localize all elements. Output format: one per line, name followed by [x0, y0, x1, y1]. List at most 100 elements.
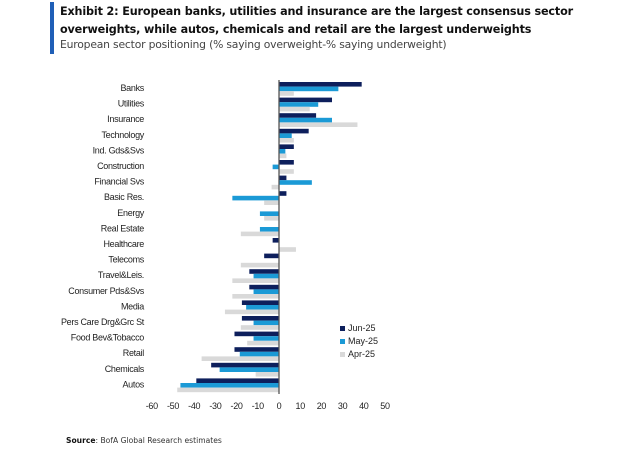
- legend-swatch-apr-25: [340, 352, 345, 357]
- bar-chemicals-apr-25: [255, 372, 279, 377]
- x-tick-label: 30: [338, 401, 348, 411]
- x-tick-label: -60: [146, 401, 158, 411]
- bar-telecoms-jun-25: [264, 253, 279, 259]
- category-label-ind-gds-svs: Ind. Gds&Svs: [93, 145, 145, 155]
- bar-basic-res-apr-25: [264, 200, 279, 205]
- category-label-technology: Technology: [101, 130, 144, 140]
- bar-food-bev-tobacco-apr-25: [247, 340, 279, 346]
- bar-utilities-apr-25: [279, 106, 310, 112]
- legend: Jun-25 May-25 Apr-25: [340, 323, 378, 359]
- bar-banks-apr-25: [279, 91, 294, 96]
- bar-ind-gds-svs-apr-25: [279, 153, 287, 159]
- bar-real-estate-apr-25: [240, 231, 279, 237]
- x-tick-label: -20: [231, 401, 243, 411]
- bar-food-bev-tobacco-may-25: [253, 336, 279, 341]
- category-label-healthcare: Healthcare: [103, 239, 144, 249]
- bar-financial-svs-jun-25: [279, 175, 287, 181]
- bar-consumer-pds-svs-may-25: [253, 289, 279, 294]
- bars: [177, 82, 362, 393]
- bar-energy-may-25: [259, 211, 279, 216]
- bar-construction-may-25: [272, 164, 279, 170]
- bar-technology-may-25: [279, 133, 292, 138]
- category-label-banks: Banks: [120, 83, 144, 93]
- legend-swatch-may-25: [340, 339, 345, 344]
- bar-media-may-25: [246, 305, 279, 310]
- exhibit-title: Exhibit 2: European banks, utilities and…: [60, 5, 573, 36]
- category-label-retail: Retail: [123, 348, 145, 358]
- source-label: Source: [66, 436, 96, 445]
- bar-energy-apr-25: [264, 216, 279, 221]
- bar-consumer-pds-svs-jun-25: [249, 284, 279, 290]
- x-tick-label: -50: [167, 401, 179, 411]
- bar-pers-care-drg-grc-st-apr-25: [240, 325, 279, 330]
- legend-label-apr-25: Apr-25: [348, 349, 375, 359]
- category-label-energy: Energy: [117, 208, 145, 218]
- bar-media-apr-25: [224, 309, 279, 315]
- bar-basic-res-may-25: [232, 195, 279, 201]
- bar-retail-may-25: [239, 351, 279, 357]
- category-label-autos: Autos: [122, 379, 144, 389]
- legend-swatch-jun-25: [340, 326, 345, 331]
- bar-travel-leis-apr-25: [232, 278, 279, 283]
- bar-healthcare-jun-25: [272, 238, 279, 243]
- source-text: : BofA Global Research estimates: [95, 436, 222, 445]
- bar-technology-apr-25: [279, 138, 294, 143]
- category-label-travel-leis: Travel&Leis.: [98, 270, 144, 280]
- bar-ind-gds-svs-may-25: [279, 149, 286, 154]
- bar-pers-care-drg-grc-st-may-25: [253, 320, 279, 326]
- x-tick-label: 10: [295, 401, 305, 411]
- bar-basic-res-jun-25: [279, 191, 287, 196]
- bar-travel-leis-jun-25: [249, 269, 279, 274]
- bar-chemicals-jun-25: [211, 362, 279, 368]
- bar-real-estate-may-25: [259, 227, 279, 232]
- x-tick-label: -30: [209, 401, 221, 411]
- category-label-basic-res: Basic Res.: [104, 192, 144, 202]
- legend-label-jun-25: Jun-25: [348, 323, 376, 333]
- bar-technology-jun-25: [279, 128, 309, 134]
- bar-financial-svs-may-25: [279, 180, 312, 185]
- bar-healthcare-apr-25: [279, 247, 296, 252]
- category-label-media: Media: [121, 301, 144, 311]
- category-label-chemicals: Chemicals: [105, 364, 145, 374]
- bar-insurance-may-25: [279, 117, 332, 123]
- category-label-utilities: Utilities: [118, 99, 145, 109]
- x-axis: -60 -50 -40 -30 -20 -10 0 10 20 30 40 50: [146, 80, 390, 411]
- x-tick-label: 0: [277, 401, 282, 411]
- bar-autos-jun-25: [196, 378, 279, 383]
- bar-retail-jun-25: [234, 347, 279, 352]
- bar-utilities-may-25: [279, 102, 319, 107]
- bar-insurance-jun-25: [279, 113, 317, 118]
- bar-media-jun-25: [241, 300, 279, 305]
- bar-financial-svs-apr-25: [271, 184, 279, 190]
- category-label-insurance: Insurance: [107, 114, 144, 124]
- x-tick-label: 50: [380, 401, 390, 411]
- bar-travel-leis-may-25: [253, 273, 279, 279]
- bar-chemicals-may-25: [219, 367, 279, 372]
- bar-construction-jun-25: [279, 160, 294, 165]
- bar-utilities-jun-25: [279, 97, 332, 103]
- bar-banks-may-25: [279, 86, 339, 92]
- source-note: Source: BofA Global Research estimates: [66, 436, 222, 445]
- category-label-real-estate: Real Estate: [101, 223, 145, 233]
- category-label-construction: Construction: [97, 161, 144, 171]
- chart-subtitle: European sector positioning (% saying ov…: [60, 38, 447, 51]
- bar-autos-may-25: [180, 383, 279, 388]
- category-label-consumer-pds-svs: Consumer Pds&Svs: [68, 286, 145, 296]
- bar-autos-apr-25: [177, 387, 279, 393]
- category-label-telecoms: Telecoms: [108, 255, 144, 265]
- category-label-financial-svs: Financial Svs: [94, 177, 144, 187]
- bar-insurance-apr-25: [279, 122, 358, 127]
- bar-construction-apr-25: [279, 169, 294, 174]
- legend-label-may-25: May-25: [348, 336, 378, 346]
- x-tick-label: -40: [188, 401, 200, 411]
- category-label-pers-care-drg-grc-st: Pers Care Drg&Grc St: [61, 317, 145, 327]
- bar-ind-gds-svs-jun-25: [279, 144, 294, 149]
- title-accent-bar: [50, 2, 54, 54]
- bar-food-bev-tobacco-jun-25: [234, 331, 279, 337]
- x-tick-label: 20: [317, 401, 327, 411]
- x-tick-label: 40: [359, 401, 369, 411]
- x-tick-label: -10: [252, 401, 264, 411]
- bar-banks-jun-25: [279, 82, 362, 87]
- bar-consumer-pds-svs-apr-25: [232, 294, 279, 299]
- bar-telecoms-apr-25: [240, 262, 279, 268]
